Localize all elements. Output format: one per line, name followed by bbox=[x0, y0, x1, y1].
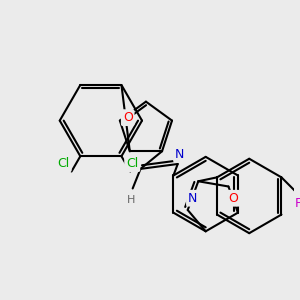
Text: O: O bbox=[123, 111, 133, 124]
Text: H: H bbox=[127, 195, 135, 205]
Text: F: F bbox=[295, 197, 300, 210]
Text: O: O bbox=[228, 192, 238, 205]
Text: N: N bbox=[188, 192, 197, 205]
Text: Cl: Cl bbox=[126, 157, 138, 170]
Text: Cl: Cl bbox=[58, 157, 70, 170]
Text: N: N bbox=[175, 148, 184, 161]
